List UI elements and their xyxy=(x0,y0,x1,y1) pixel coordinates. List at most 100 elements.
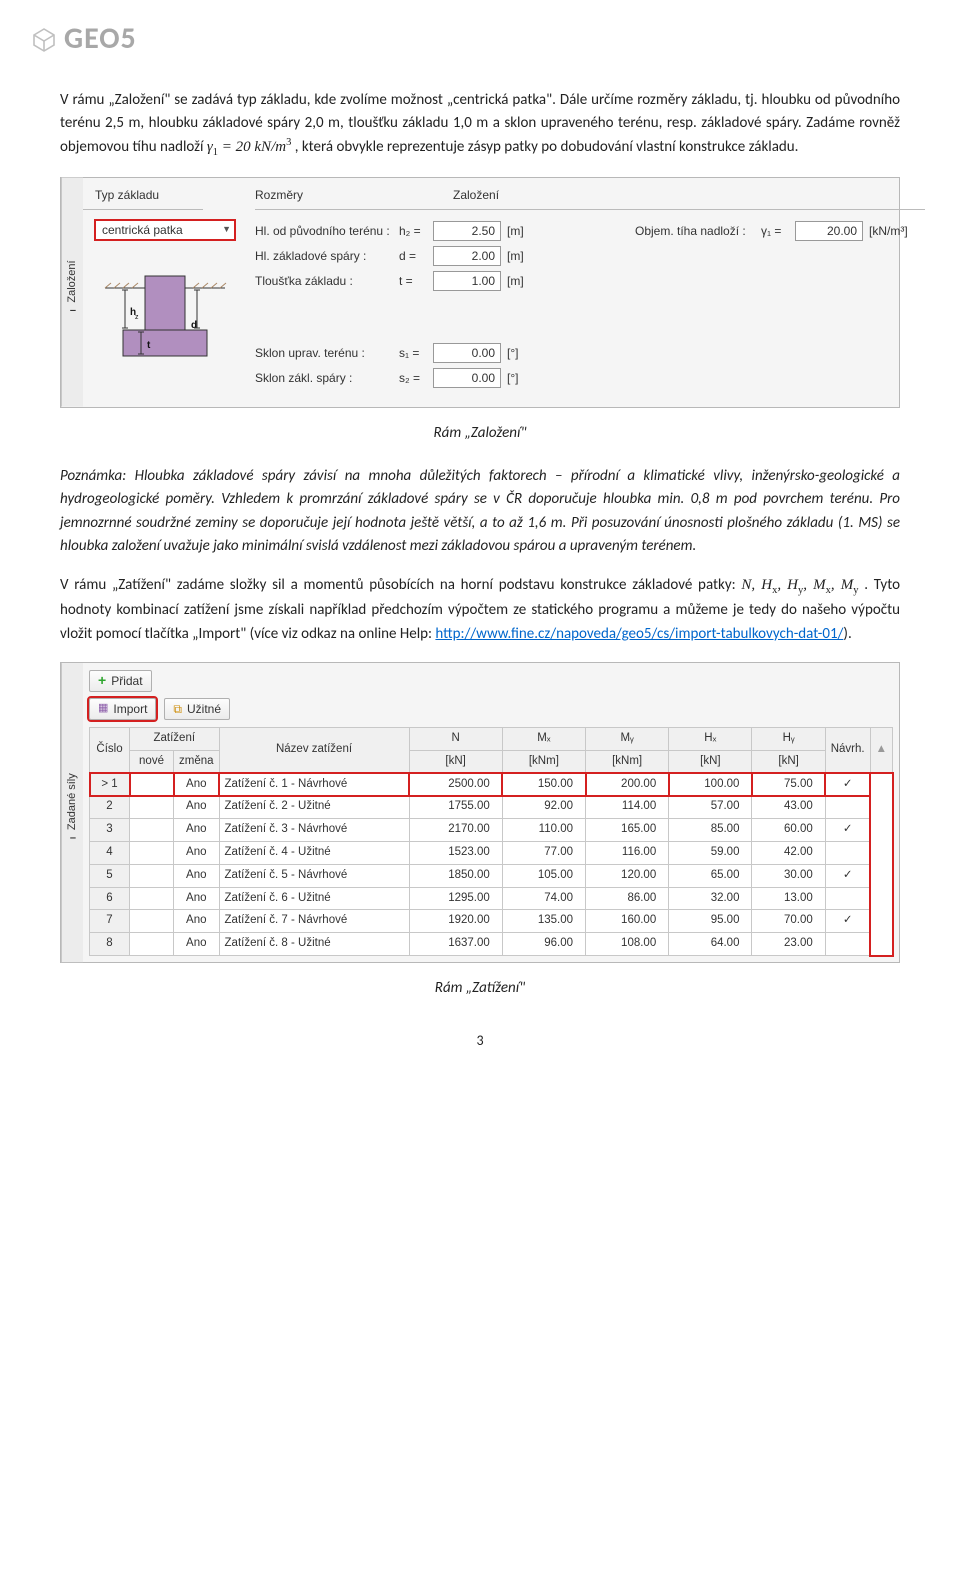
chevron-down-icon: ▼ xyxy=(222,223,231,237)
panel-zatizeni: – Zadané síly + Přidat ▦ Import ⧉ Užitné… xyxy=(60,662,900,963)
cell-my: 165.00 xyxy=(586,819,669,842)
btn-import[interactable]: ▦ Import xyxy=(89,698,156,720)
cell-hy: 23.00 xyxy=(752,933,825,956)
th-nazev: Název zatížení xyxy=(219,727,409,773)
cell-name: Zatížení č. 8 - Užitné xyxy=(219,933,409,956)
input-gamma1[interactable]: 20.00 xyxy=(795,221,863,241)
note-1: Poznámka: Hloubka základové spáry závisí… xyxy=(60,465,900,558)
cell-name: Zatížení č. 1 - Návrhové xyxy=(219,773,409,796)
input-t[interactable]: 1.00 xyxy=(433,271,501,291)
cell-hx: 65.00 xyxy=(669,864,752,887)
collapse-icon[interactable]: – xyxy=(69,830,75,847)
btn-pridat[interactable]: + Přidat xyxy=(89,670,152,692)
row-hz: Hl. od původního terénu : h₂ = 2.50 [m] xyxy=(255,221,595,241)
cell-name: Zatížení č. 7 - Návrhové xyxy=(219,910,409,933)
table-row[interactable]: 2AnoZatížení č. 2 - Užitné1755.0092.0011… xyxy=(90,796,893,819)
cell-zmena: Ano xyxy=(174,933,220,956)
cell-zmena: Ano xyxy=(174,773,220,796)
table-row[interactable]: 8AnoZatížení č. 8 - Užitné1637.0096.0010… xyxy=(90,933,893,956)
cell-my: 116.00 xyxy=(586,841,669,864)
table-row[interactable]: 7AnoZatížení č. 7 - Návrhové1920.00135.0… xyxy=(90,910,893,933)
th-hx-unit: [kN] xyxy=(669,750,752,773)
table-row[interactable]: 5AnoZatížení č. 5 - Návrhové1850.00105.0… xyxy=(90,864,893,887)
cell-mx: 92.00 xyxy=(502,796,585,819)
cell-my: 160.00 xyxy=(586,910,669,933)
label-zalozeni-grp: Založení xyxy=(453,186,499,205)
cell-n: 2500.00 xyxy=(409,773,502,796)
th-navrh: Návrh. xyxy=(825,727,870,773)
cell-navrh xyxy=(825,933,870,956)
page-number: 3 xyxy=(60,1030,900,1052)
cell-hy: 60.00 xyxy=(752,819,825,842)
cell-mx: 74.00 xyxy=(502,887,585,910)
cell-my: 200.00 xyxy=(586,773,669,796)
cell-hy: 70.00 xyxy=(752,910,825,933)
scrollbar[interactable] xyxy=(870,773,892,956)
table-row[interactable]: 6AnoZatížení č. 6 - Užitné1295.0074.0086… xyxy=(90,887,893,910)
inline-formula-gamma: γ1 = 20 kN/m3 xyxy=(207,139,291,155)
cell-navrh xyxy=(825,864,870,887)
cell-navrh xyxy=(825,910,870,933)
cell-navrh xyxy=(825,841,870,864)
cell-index: 7 xyxy=(90,910,130,933)
cell-nove xyxy=(130,864,174,887)
cell-zmena: Ano xyxy=(174,910,220,933)
cell-name: Zatížení č. 2 - Užitné xyxy=(219,796,409,819)
row-d: Hl. základové spáry : d = 2.00 [m] xyxy=(255,246,595,266)
cell-my: 108.00 xyxy=(586,933,669,956)
svg-text:d: d xyxy=(191,320,197,331)
label-typ-zakladu: Typ základu xyxy=(95,186,235,205)
cell-hy: 43.00 xyxy=(752,796,825,819)
cell-nove xyxy=(130,933,174,956)
collapse-icon[interactable]: – xyxy=(69,303,75,320)
cell-nove xyxy=(130,841,174,864)
cell-nove xyxy=(130,910,174,933)
cell-index: 6 xyxy=(90,887,130,910)
table-row[interactable]: 3AnoZatížení č. 3 - Návrhové2170.00110.0… xyxy=(90,819,893,842)
cell-n: 1755.00 xyxy=(409,796,502,819)
cell-name: Zatížení č. 3 - Návrhové xyxy=(219,819,409,842)
th-cislo: Číslo xyxy=(90,727,130,773)
input-d[interactable]: 2.00 xyxy=(433,246,501,266)
input-s2[interactable]: 0.00 xyxy=(433,368,501,388)
input-s1[interactable]: 0.00 xyxy=(433,343,501,363)
cell-hx: 59.00 xyxy=(669,841,752,864)
cell-n: 1637.00 xyxy=(409,933,502,956)
cell-index: 2 xyxy=(90,796,130,819)
btn-uzitne[interactable]: ⧉ Užitné xyxy=(164,698,230,720)
plus-icon: + xyxy=(98,670,106,692)
grid-icon: ▦ xyxy=(98,700,108,717)
th-mx: Mₓ xyxy=(502,727,585,750)
service-icon: ⧉ xyxy=(173,700,182,719)
th-zatizeni: Zatížení xyxy=(130,727,220,750)
select-typ-zakladu[interactable]: centrická patka ▼ xyxy=(95,220,235,240)
logo: GEO5 xyxy=(30,0,900,73)
table-row[interactable]: > 1AnoZatížení č. 1 - Návrhové2500.00150… xyxy=(90,773,893,796)
cell-index: 5 xyxy=(90,864,130,887)
logo-text: GEO5 xyxy=(64,16,137,63)
input-hz[interactable]: 2.50 xyxy=(433,221,501,241)
cell-navrh xyxy=(825,887,870,910)
help-link[interactable]: http://www.fine.cz/napoveda/geo5/cs/impo… xyxy=(435,625,843,643)
cell-nove xyxy=(130,819,174,842)
cell-navrh xyxy=(825,819,870,842)
side-tab-zalozeni[interactable]: – Založení xyxy=(61,178,83,407)
cell-index: > 1 xyxy=(90,773,130,796)
cell-zmena: Ano xyxy=(174,887,220,910)
cell-hx: 100.00 xyxy=(669,773,752,796)
th-my-unit: [kNm] xyxy=(586,750,669,773)
cell-mx: 77.00 xyxy=(502,841,585,864)
geo5-cube-icon xyxy=(30,25,58,53)
caption-zalozeni: Rám „Založení" xyxy=(60,422,900,445)
table-row[interactable]: 4AnoZatížení č. 4 - Užitné1523.0077.0011… xyxy=(90,841,893,864)
scroll-indicator[interactable]: ▲ xyxy=(870,727,892,773)
cell-hx: 57.00 xyxy=(669,796,752,819)
side-tab-zatizeni[interactable]: – Zadané síly xyxy=(61,663,83,962)
cell-zmena: Ano xyxy=(174,864,220,887)
cell-nove xyxy=(130,796,174,819)
cell-index: 4 xyxy=(90,841,130,864)
cell-mx: 110.00 xyxy=(502,819,585,842)
cell-hx: 64.00 xyxy=(669,933,752,956)
paragraph-1: V rámu „Založení" se zadává typ základu,… xyxy=(60,89,900,162)
th-n: N xyxy=(409,727,502,750)
